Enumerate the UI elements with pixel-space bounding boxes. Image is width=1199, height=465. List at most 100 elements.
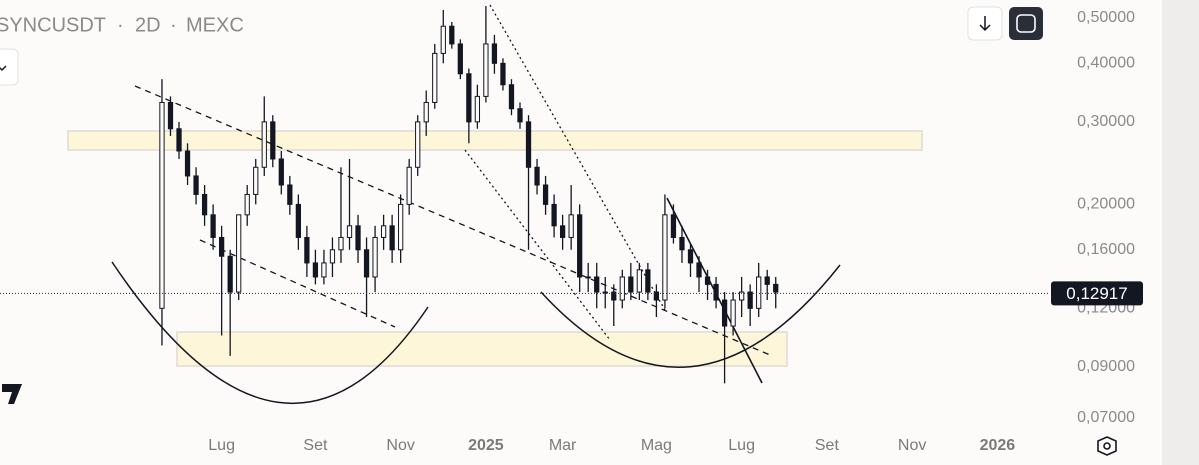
candle-body — [653, 291, 660, 301]
candle-body — [398, 203, 404, 251]
candle-body — [577, 214, 583, 278]
x-tick-label: Mag — [641, 437, 672, 454]
candle-body — [372, 236, 378, 278]
candle-body — [193, 175, 199, 195]
candle-body — [739, 291, 745, 301]
candle-body — [645, 269, 651, 293]
candle-body — [210, 214, 216, 238]
x-tick-label: Lug — [208, 437, 235, 454]
x-tick-label: 2025 — [468, 437, 504, 454]
channel-line — [489, 4, 666, 311]
candle-body — [551, 203, 557, 227]
x-tick-label: 2026 — [980, 437, 1016, 454]
candle-body — [500, 62, 506, 86]
trend-line — [199, 239, 396, 328]
y-tick-label: 0,07000 — [1077, 409, 1135, 426]
candle-body — [764, 276, 770, 285]
candle-body — [423, 101, 429, 123]
candle-body — [747, 291, 753, 309]
candle-body — [355, 225, 361, 251]
collapse-button[interactable] — [0, 48, 19, 86]
candle-body — [534, 166, 540, 186]
candle-body — [696, 262, 702, 278]
candle-body — [432, 52, 438, 103]
settings-icon-center — [1103, 442, 1111, 450]
candle-body — [466, 73, 472, 123]
last-price-box — [1051, 281, 1143, 306]
interval: 2D — [135, 14, 161, 36]
x-tick-label: Lug — [728, 437, 755, 454]
candle-body — [628, 276, 634, 293]
candle-body — [287, 184, 293, 205]
y-tick-label: 0,40000 — [1077, 55, 1135, 72]
candle-body — [611, 291, 617, 301]
cup-right — [540, 264, 841, 368]
candle-body — [713, 283, 719, 301]
y-tick-label: 0,30000 — [1077, 113, 1135, 130]
candle-body — [525, 121, 532, 168]
candle-body — [201, 193, 208, 216]
candle-body — [559, 225, 566, 238]
trend-line — [134, 85, 771, 356]
candle-body — [585, 276, 591, 279]
exchange: MEXC — [186, 14, 244, 36]
candle-body — [338, 236, 344, 251]
candle-body — [380, 225, 387, 238]
last-price-label: 0,12917 — [1066, 284, 1127, 303]
candle-body — [219, 236, 225, 257]
candle-body — [389, 225, 395, 251]
candle-body — [244, 193, 250, 216]
candle-body — [176, 128, 182, 152]
x-tick-label: Set — [303, 437, 328, 454]
candle-body — [415, 121, 421, 168]
support-zone — [176, 331, 788, 367]
candle-body — [236, 214, 242, 293]
candle-body — [304, 236, 310, 264]
candle-body — [730, 299, 736, 327]
candle-body — [508, 84, 515, 110]
symbol: SYNCUSDT — [0, 14, 106, 36]
y-tick-label: 0,20000 — [1077, 196, 1135, 213]
candle-body — [474, 95, 481, 123]
candle-body — [721, 299, 728, 327]
candle-body — [704, 276, 711, 285]
candle-body — [346, 225, 353, 238]
chevron-icon — [0, 65, 7, 72]
candle-body — [602, 291, 608, 294]
candle-body — [457, 43, 463, 75]
candle-body — [184, 150, 191, 177]
x-tick-label: Nov — [386, 437, 414, 454]
candle-body — [619, 276, 625, 301]
fullscreen-button[interactable] — [1009, 7, 1043, 40]
x-tick-label: Set — [815, 437, 840, 454]
settings-icon[interactable] — [1097, 436, 1117, 456]
candle-body — [568, 214, 574, 238]
side-strip — [1162, 0, 1199, 465]
candle-body — [594, 276, 600, 293]
candle-body — [278, 158, 284, 186]
drawings — [67, 4, 923, 404]
y-tick-label: 0,16000 — [1077, 241, 1135, 258]
candle-body — [321, 262, 327, 278]
arrow-icon — [979, 16, 991, 32]
candle-body — [159, 101, 165, 309]
candle-body — [679, 236, 685, 251]
candles — [159, 6, 779, 384]
candle-body — [542, 184, 549, 205]
cup-left — [111, 261, 429, 404]
candle-body — [756, 276, 762, 309]
candle-body — [167, 101, 174, 130]
candle-body — [312, 262, 319, 278]
candle-body — [227, 255, 233, 293]
candle-body — [295, 203, 301, 238]
candle-body — [449, 25, 455, 45]
candle-body — [483, 43, 489, 97]
candle-body — [406, 166, 412, 205]
x-tick-label: Mar — [549, 437, 577, 454]
resistance-zone — [67, 130, 923, 151]
fullscreen-icon — [1016, 14, 1036, 33]
separator: · — [117, 14, 124, 36]
candle-body — [662, 214, 668, 301]
candle-body — [253, 166, 259, 195]
